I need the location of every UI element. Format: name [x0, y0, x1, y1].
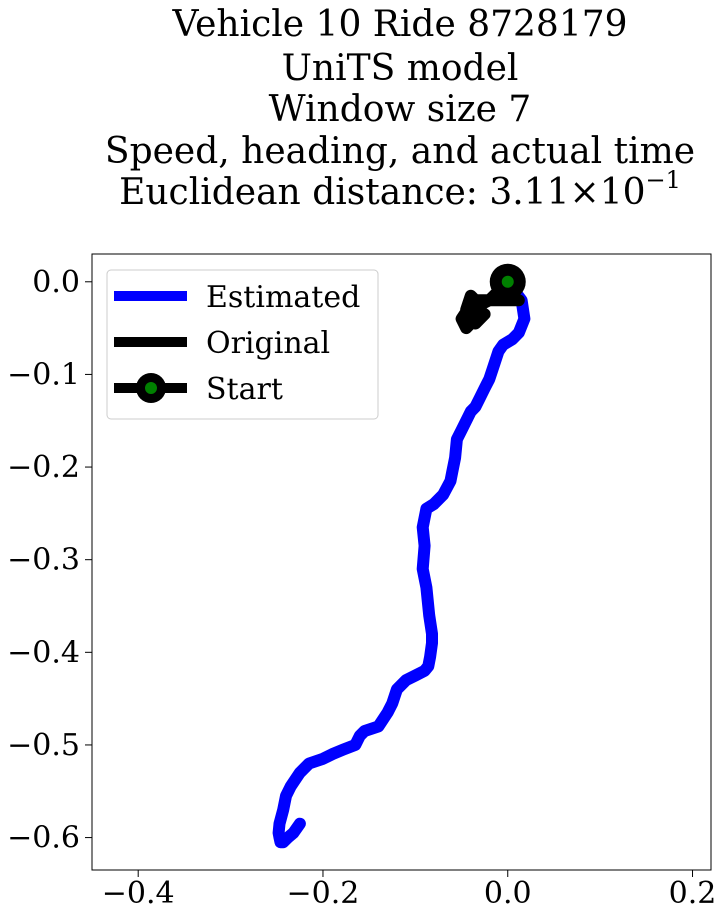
axes-frame — [91, 253, 712, 871]
y-tick-label: −0.1 — [7, 357, 80, 392]
legend-swatch-start-marker-center — [145, 382, 157, 394]
series-line-estimated — [272, 275, 531, 849]
legend-label-original: Original — [206, 326, 330, 361]
y-tick-label: −0.4 — [7, 635, 80, 670]
title-line-4: Speed, heading, and actual time — [105, 131, 695, 172]
x-tick-label: −0.4 — [102, 876, 175, 911]
title-line-5: Euclidean distance: 3.11×10−1 — [119, 166, 681, 213]
plot-area — [272, 263, 531, 849]
series-line-original — [455, 275, 525, 335]
legend: Estimated Original Start — [106, 269, 379, 420]
y-axis-ticks: 0.0 −0.1 −0.2 −0.3 −0.4 −0.5 −0.6 — [7, 265, 92, 856]
y-tick-label: −0.3 — [7, 543, 80, 578]
title-line-3: Window size 7 — [269, 89, 532, 130]
y-tick-label: −0.5 — [7, 728, 80, 763]
y-tick-label: −0.2 — [7, 450, 80, 485]
start-marker-center — [501, 275, 514, 288]
x-tick-label: 0.2 — [669, 876, 717, 911]
title-distance-text: Euclidean distance: 3.11×10 — [119, 172, 645, 213]
x-axis-ticks: −0.4 −0.2 0.0 0.2 — [102, 870, 717, 911]
x-tick-label: 0.0 — [484, 876, 532, 911]
title-line-1: Vehicle 10 Ride 8728179 — [171, 4, 627, 45]
legend-box — [106, 269, 379, 420]
y-tick-label: 0.0 — [32, 265, 80, 300]
x-tick-label: −0.2 — [287, 876, 360, 911]
legend-label-start: Start — [206, 372, 283, 407]
title-line-2: UniTS model — [282, 48, 519, 89]
y-tick-label: −0.6 — [7, 821, 80, 856]
title-distance-exponent: −1 — [646, 166, 681, 194]
legend-label-estimated: Estimated — [206, 280, 360, 315]
chart-title: Vehicle 10 Ride 8728179 UniTS model Wind… — [105, 4, 695, 213]
